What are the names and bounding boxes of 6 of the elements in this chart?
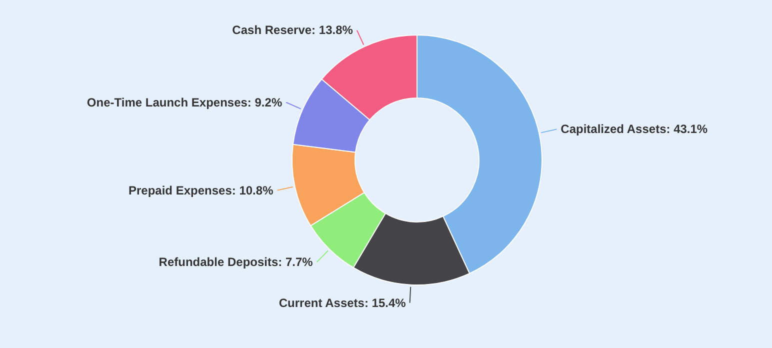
slice-label: Cash Reserve: 13.8% [232, 23, 354, 38]
slice-label: Capitalized Assets: 43.1% [560, 122, 708, 136]
slice-label: Prepaid Expenses: 10.8% [128, 183, 274, 198]
slice-label: Refundable Deposits: 7.7% [158, 255, 314, 270]
slice-label: One-Time Launch Expenses: 9.2% [86, 95, 282, 110]
slice-label: Current Assets: 15.4% [278, 296, 406, 310]
